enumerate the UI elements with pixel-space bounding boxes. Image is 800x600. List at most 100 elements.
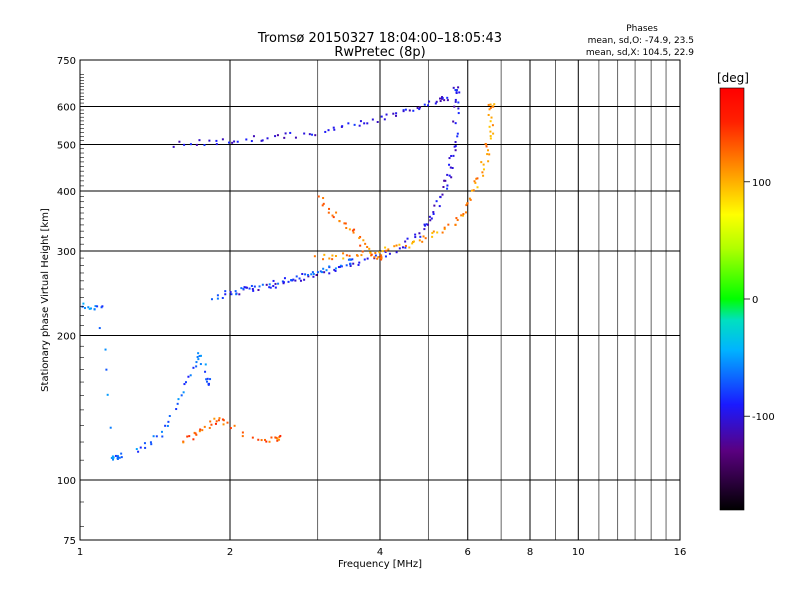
data-point: [347, 122, 350, 125]
y-tick-label: 600: [57, 103, 76, 114]
data-point: [332, 216, 335, 219]
x-tick-label: 8: [527, 547, 533, 558]
data-point: [303, 278, 306, 281]
data-point: [457, 107, 460, 110]
data-point: [238, 293, 241, 296]
data-point: [449, 166, 452, 169]
data-point: [221, 418, 224, 421]
data-point: [441, 97, 444, 100]
data-point: [287, 280, 290, 283]
data-point: [241, 431, 244, 434]
data-point: [349, 263, 352, 266]
data-point: [406, 237, 409, 240]
data-point: [321, 271, 324, 274]
data-point: [204, 370, 207, 373]
data-point: [294, 136, 297, 139]
data-point: [175, 408, 178, 411]
data-point: [323, 271, 326, 274]
data-point: [82, 302, 85, 305]
data-point: [398, 247, 401, 250]
data-point: [268, 440, 271, 443]
data-point: [137, 450, 140, 453]
data-point: [359, 235, 362, 238]
data-point: [421, 240, 424, 243]
data-point: [418, 108, 421, 111]
data-point: [432, 211, 435, 214]
data-point: [328, 272, 331, 275]
data-point: [276, 437, 279, 440]
data-point: [274, 282, 277, 285]
data-point: [298, 277, 301, 280]
data-point: [94, 305, 97, 308]
data-point: [192, 366, 195, 369]
data-point: [443, 99, 446, 102]
data-point: [199, 428, 202, 431]
data-point: [431, 235, 434, 238]
data-point: [446, 184, 449, 187]
data-point: [187, 375, 190, 378]
data-point: [353, 123, 356, 126]
data-point: [430, 217, 433, 220]
data-point: [215, 139, 218, 142]
y-tick-label: 300: [57, 247, 76, 258]
data-point: [168, 415, 171, 418]
data-point: [380, 257, 383, 260]
data-point: [299, 279, 302, 282]
data-point: [312, 273, 315, 276]
data-point: [348, 254, 351, 257]
phases-annotation-x: mean, sd,X: 104.5, 22.9: [586, 48, 694, 58]
data-point: [242, 288, 245, 291]
data-point: [428, 100, 431, 103]
data-point: [488, 125, 491, 128]
data-point: [351, 258, 354, 261]
data-point: [93, 308, 96, 311]
data-point: [418, 239, 421, 242]
data-point: [331, 214, 334, 217]
data-point: [224, 293, 227, 296]
data-point: [493, 103, 496, 106]
data-point: [139, 446, 142, 449]
y-axis-ticks: 75 100 200 300 400 500 600 750: [57, 56, 84, 547]
data-point: [446, 99, 449, 102]
data-point: [198, 355, 201, 358]
data-point: [402, 109, 405, 112]
data-point: [418, 232, 421, 235]
data-point: [454, 145, 457, 148]
data-point: [491, 124, 494, 127]
data-point: [310, 273, 313, 276]
data-point: [198, 430, 201, 433]
data-point: [317, 195, 320, 198]
data-point: [216, 294, 219, 297]
data-point: [363, 258, 366, 261]
data-point: [118, 456, 121, 459]
data-point: [241, 435, 244, 438]
data-point: [282, 281, 285, 284]
data-point: [311, 271, 314, 274]
data-point: [289, 131, 292, 134]
phases-annotation-o: mean, sd,O: -74.9, 23.5: [588, 36, 694, 46]
data-point: [489, 103, 492, 106]
data-point: [345, 254, 348, 257]
data-point: [348, 258, 351, 261]
data-point: [411, 242, 414, 245]
data-point: [331, 258, 334, 261]
data-point: [404, 244, 407, 247]
data-point: [322, 202, 325, 205]
data-point: [231, 141, 234, 144]
data-point: [485, 145, 488, 148]
data-point: [111, 455, 114, 458]
data-point: [208, 426, 211, 429]
data-point: [476, 177, 479, 180]
data-point: [172, 145, 175, 148]
data-point: [251, 436, 254, 439]
data-point: [216, 297, 219, 300]
data-point: [316, 271, 319, 274]
data-point: [426, 223, 429, 226]
data-point: [465, 204, 468, 207]
data-point: [454, 223, 457, 226]
data-point: [482, 163, 485, 166]
data-point: [442, 186, 445, 189]
colorbar: [deg] 100 0 -100: [717, 71, 775, 511]
data-point: [229, 427, 232, 430]
data-point: [210, 298, 213, 301]
